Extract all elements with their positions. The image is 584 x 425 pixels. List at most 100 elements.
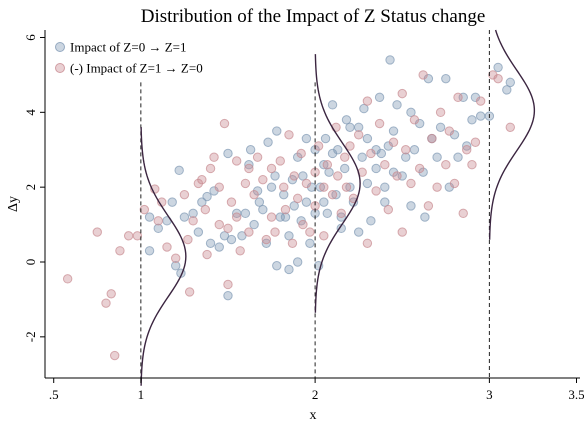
scatter-point [249, 219, 259, 230]
scatter-point [153, 216, 163, 226]
scatter-point [144, 246, 155, 256]
scatter-point [453, 92, 463, 103]
scatter-point [171, 253, 181, 263]
scatter-point [453, 152, 463, 162]
legend-label: (-) Impact of Z=1 → Z=0 [70, 61, 203, 76]
scatter-point [313, 141, 324, 151]
scatter-point [270, 171, 280, 181]
scatter-point [197, 174, 207, 185]
scatter-point [223, 148, 233, 159]
scatter-point [353, 227, 364, 237]
scatter-point [209, 152, 219, 162]
scatter-point [380, 182, 390, 192]
scatter-point [219, 118, 230, 129]
scatter-point [341, 182, 352, 192]
scatter-point [409, 115, 420, 125]
scatter-point [493, 73, 503, 84]
scatter-point [205, 238, 216, 248]
scatter-point [336, 208, 346, 219]
scatter-point [327, 100, 338, 110]
scatter-point [380, 197, 390, 207]
scatter-point [214, 219, 224, 230]
scatter-point [353, 130, 364, 140]
scatter-point [258, 204, 268, 215]
scatter-point [333, 171, 343, 181]
scatter-point [298, 219, 308, 230]
scatter-point [467, 160, 477, 170]
scatter-point [62, 274, 73, 284]
scatter-point [240, 208, 251, 219]
scatter-point [322, 208, 333, 219]
scatter-point [315, 182, 326, 192]
legend-label: Impact of Z=0 → Z=1 [70, 40, 186, 55]
scatter-point [184, 287, 195, 297]
scatter-point [432, 152, 442, 162]
scatter-point [280, 204, 291, 215]
scatter-point [92, 227, 102, 237]
scatter-point [270, 227, 280, 237]
scatter-point [226, 234, 237, 245]
scatter-point [193, 227, 204, 237]
scatter-point [371, 186, 381, 196]
plot-area [62, 29, 536, 386]
legend: Impact of Z=0 → Z=1 (-) Impact of Z=1 → Z… [55, 40, 203, 76]
scatter-point [353, 122, 364, 132]
scatter-point [214, 182, 224, 192]
scatter-point [171, 261, 181, 271]
scatter-point [397, 88, 407, 99]
scatter-point [319, 160, 329, 170]
scatter-point [462, 145, 472, 155]
scatter-point [331, 189, 341, 200]
scatter-point [188, 208, 198, 219]
y-tick-label: 0 [23, 259, 38, 266]
x-tick-label: .5 [49, 387, 59, 402]
scatter-point [183, 234, 193, 245]
scatter-point [322, 160, 333, 170]
series-2 [62, 70, 515, 361]
scatter-point [475, 111, 486, 121]
scatter-point [414, 163, 425, 174]
scatter-point [214, 242, 224, 252]
density-curve [488, 29, 536, 240]
y-tick-label: 4 [23, 109, 38, 116]
scatter-point [200, 204, 211, 215]
scatter-point [305, 238, 315, 248]
scatter-point [467, 115, 477, 125]
scatter-point [301, 197, 312, 207]
scatter-point [359, 103, 369, 114]
scatter-point [223, 223, 233, 234]
series-1 [144, 55, 515, 301]
density-curve [140, 127, 187, 386]
scatter-point [357, 152, 367, 162]
scatter-point [392, 171, 402, 181]
scatter-point [115, 246, 125, 256]
scatter-point [301, 133, 312, 144]
scatter-point [362, 133, 373, 144]
scatter-point [252, 152, 263, 162]
y-axis-label: Δy [6, 196, 21, 212]
scatter-point [427, 133, 437, 144]
legend-marker [55, 63, 65, 73]
scatter-point [272, 126, 282, 136]
scatter-point [340, 152, 350, 162]
scatter-point [139, 204, 150, 215]
scatter-point [202, 191, 212, 202]
scatter-point [284, 231, 294, 241]
scatter-point [371, 163, 381, 174]
scatter-point [406, 107, 416, 118]
scatter-point [245, 145, 256, 155]
scatter-point [235, 246, 245, 256]
scatter-point [289, 201, 299, 211]
scatter-point [123, 231, 134, 241]
scatter-point [333, 145, 343, 155]
scatter-point [275, 156, 285, 166]
scatter-point [409, 145, 420, 155]
scatter-point [458, 208, 468, 219]
scatter-point [292, 257, 303, 267]
scatter-point [388, 126, 399, 136]
scatter-point [110, 350, 120, 361]
scatter-point [327, 189, 338, 200]
scatter-point [296, 148, 306, 159]
scatter-point [340, 163, 350, 174]
